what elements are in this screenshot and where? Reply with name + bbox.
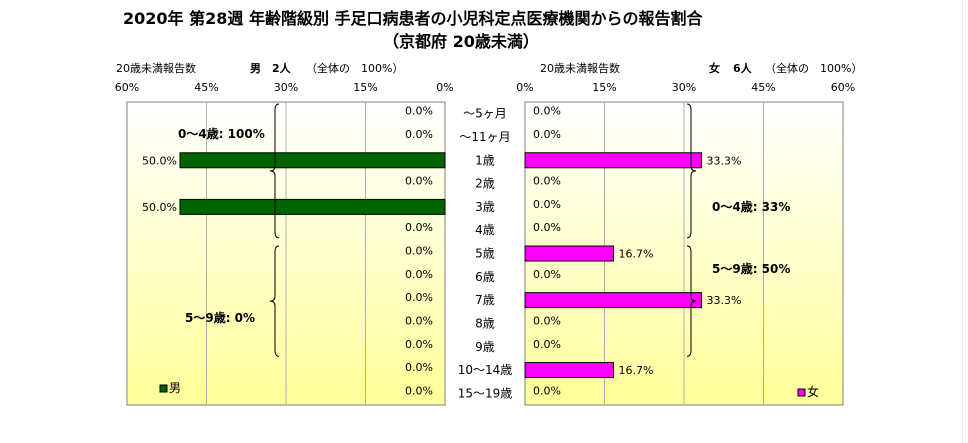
female-data-label: 0.0%: [533, 314, 561, 327]
left-axis-tick-45: 45%: [194, 81, 218, 94]
male-data-label: 0.0%: [405, 105, 433, 118]
right-total: （全体の 100%）: [765, 62, 863, 75]
category-label: 1歳: [475, 153, 495, 167]
male-data-label: 0.0%: [405, 384, 433, 397]
female-data-label: 0.0%: [533, 105, 561, 118]
category-label: ～5ヶ月: [463, 107, 507, 121]
female-data-label: 33.3%: [706, 294, 741, 307]
male-data-label: 0.0%: [405, 338, 433, 351]
male-legend-label: 男: [169, 381, 181, 395]
female-bar: [524, 292, 702, 309]
left-annotation-0-4: 0～4歳: 100%: [178, 126, 265, 141]
female-data-label: 0.0%: [533, 128, 561, 141]
male-data-label: 0.0%: [405, 291, 433, 304]
female-data-label: 16.7%: [619, 248, 654, 261]
category-label: 15～19歳: [458, 386, 513, 400]
chart-title: 2020年 第28週 年齢階級別 手足口病患者の小児科定点医療機関からの報告割合: [123, 9, 703, 28]
right-axis-tick-45: 45%: [751, 81, 775, 94]
right-annotation-0-4: 0～4歳: 33%: [712, 199, 790, 214]
right-axis-tick-30: 30%: [672, 81, 696, 94]
male-data-label: 0.0%: [405, 221, 433, 234]
male-data-label: 0.0%: [405, 314, 433, 327]
right-axis-tick-0: 0%: [516, 81, 533, 94]
left-axis-tick-0: 0%: [436, 81, 453, 94]
category-label: 7歳: [475, 293, 495, 307]
male-data-label: 50.0%: [142, 201, 177, 214]
female-bar: [524, 245, 615, 262]
male-data-label: 0.0%: [405, 128, 433, 141]
left-bracket-5-9: [269, 245, 280, 357]
right-bracket-5-9: [686, 245, 697, 357]
left-axis-tick-15: 15%: [353, 81, 377, 94]
female-data-label: 33.3%: [706, 154, 741, 167]
right-sex-label: 女: [709, 62, 720, 75]
male-data-label: 50.0%: [142, 154, 177, 167]
category-label: 2歳: [475, 177, 495, 191]
female-data-label: 0.0%: [533, 338, 561, 351]
female-legend-label: 女: [807, 384, 819, 399]
chart-subtitle: （京都府 20歳未満）: [383, 32, 539, 51]
male-data-label: 0.0%: [405, 361, 433, 374]
category-label: 9歳: [475, 340, 495, 354]
female-legend-swatch: [797, 388, 806, 397]
female-data-label: 16.7%: [619, 364, 654, 377]
right-bracket-0-4: [686, 103, 697, 239]
female-data-label: 0.0%: [533, 384, 561, 397]
female-bar: [524, 152, 702, 169]
female-data-label: 0.0%: [533, 198, 561, 211]
right-annotation-5-9: 5～9歳: 50%: [712, 261, 790, 276]
left-bracket-0-4: [269, 103, 280, 239]
female-bar: [524, 362, 615, 379]
female-data-label: 0.0%: [533, 268, 561, 281]
left-axis-tick-30: 30%: [274, 81, 298, 94]
male-bar: [179, 152, 446, 169]
male-data-label: 0.0%: [405, 175, 433, 188]
category-label: 6歳: [475, 270, 495, 284]
male-legend-swatch: [159, 384, 168, 393]
left-annotation-5-9: 5～9歳: 0%: [185, 310, 255, 325]
right-axis-tick-15: 15%: [592, 81, 616, 94]
left-axis-tick-60: 60%: [115, 81, 139, 94]
male-bar: [179, 198, 446, 215]
left-count: 2人: [272, 62, 291, 75]
female-data-label: 0.0%: [533, 221, 561, 234]
left-sex-label: 男: [250, 62, 261, 75]
category-label: 4歳: [475, 223, 495, 237]
female-data-label: 0.0%: [533, 175, 561, 188]
left-total: （全体の 100%）: [306, 62, 404, 75]
male-data-label: 0.0%: [405, 268, 433, 281]
right-report-caption: 20歳未満報告数: [540, 62, 620, 75]
category-label: 3歳: [475, 200, 495, 214]
category-label: ～11ヶ月: [459, 130, 510, 144]
category-label: 5歳: [475, 247, 495, 261]
category-label: 10～14歳: [458, 363, 513, 377]
male-data-label: 0.0%: [405, 245, 433, 258]
right-axis-tick-60: 60%: [831, 81, 855, 94]
right-count: 6人: [733, 62, 752, 75]
left-report-caption: 20歳未満報告数: [116, 62, 196, 75]
window-edge: [962, 0, 963, 443]
category-label: 8歳: [475, 316, 495, 330]
